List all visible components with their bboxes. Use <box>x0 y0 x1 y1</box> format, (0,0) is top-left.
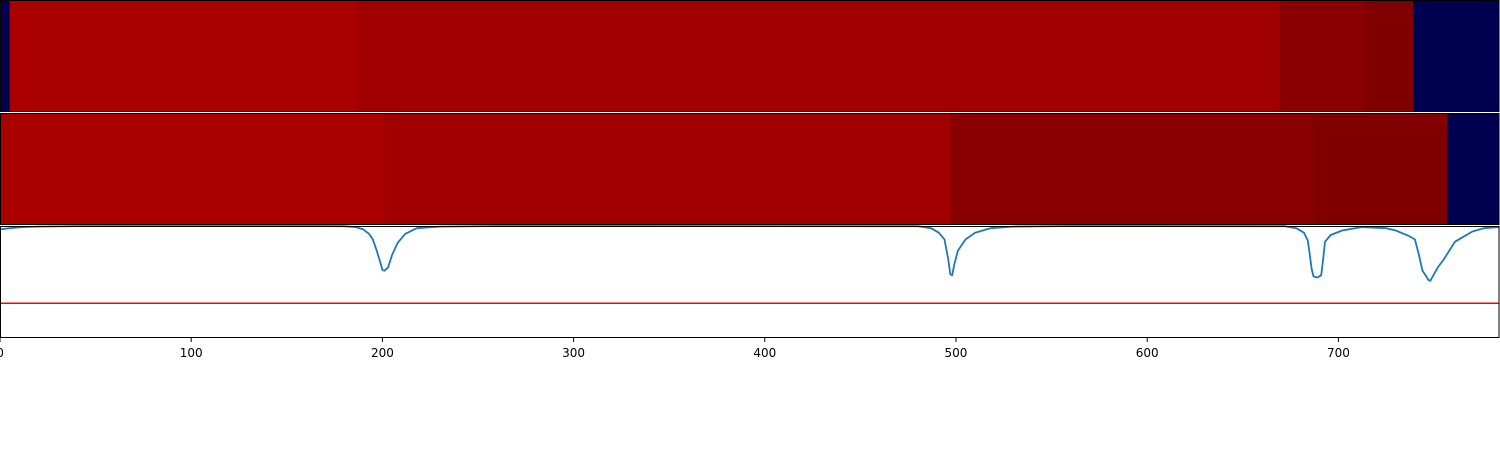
series-line-0 <box>0 225 1500 282</box>
line-plot-panel <box>0 225 1500 338</box>
x-tick-label-700: 700 <box>1327 346 1350 360</box>
x-tick-label-100: 100 <box>180 346 203 360</box>
x-axis: 0 100 200 300 400 500 600 700 <box>0 338 1350 360</box>
heatmap-top-cell-1 <box>9 0 357 112</box>
x-tick-label-0: 0 <box>0 346 4 360</box>
heatmap-middle-cell-4 <box>1447 113 1500 225</box>
x-tick-label-500: 500 <box>945 346 968 360</box>
x-tick-label-200: 200 <box>371 346 394 360</box>
heatmap-top-frame <box>0 0 1500 112</box>
heatmap-top-cell-0 <box>0 0 11 112</box>
heatmap-middle-cell-0 <box>0 113 385 225</box>
heatmap-middle-frame <box>0 113 1500 225</box>
line-panel-background <box>0 226 1499 338</box>
heatmap-top-panel <box>0 0 1500 112</box>
heatmap-middle-cell-2 <box>950 113 1315 225</box>
heatmap-top-cell-4 <box>1365 0 1414 112</box>
heatmap-top-cell-3 <box>1279 0 1366 112</box>
x-tick-label-600: 600 <box>1136 346 1159 360</box>
line-panel-frame <box>0 226 1500 338</box>
x-tick-label-300: 300 <box>562 346 585 360</box>
heatmap-top-cell-5 <box>1412 0 1500 112</box>
heatmap-middle-cell-3 <box>1313 113 1448 225</box>
heatmap-top-cell-2 <box>355 0 1280 112</box>
heatmap-middle-panel <box>0 113 1500 225</box>
heatmap-middle-cell-1 <box>384 113 951 225</box>
x-tick-label-400: 400 <box>753 346 776 360</box>
